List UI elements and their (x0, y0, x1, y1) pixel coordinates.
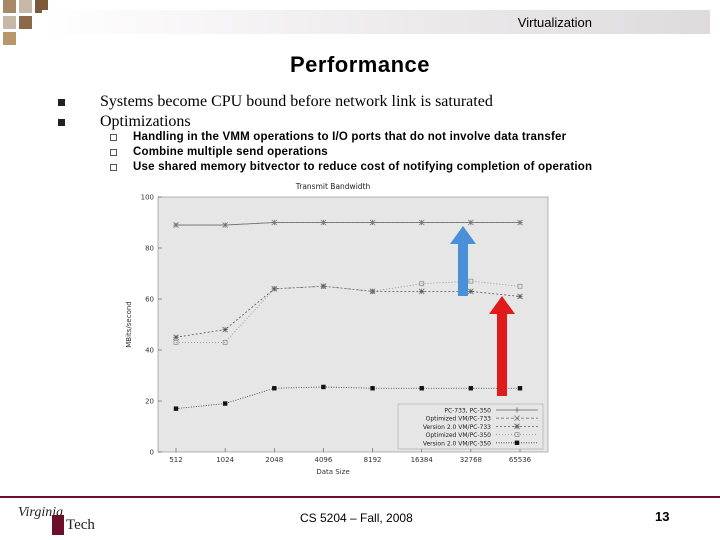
x-tick-label: 8192 (364, 456, 382, 464)
logo-text-tech: Tech (66, 517, 95, 533)
legend-label: Optimized VM/PC-350 (426, 432, 492, 439)
x-tick-label: 65536 (509, 456, 532, 464)
sub-bullet-text: Combine multiple send operations (133, 146, 328, 158)
y-tick-label: 40 (145, 347, 154, 355)
x-tick-label: 1024 (216, 456, 234, 464)
data-point (222, 401, 228, 406)
series-line (175, 285, 521, 338)
data-point (517, 283, 523, 289)
x-tick-label: 2048 (265, 456, 283, 464)
transmit-bandwidth-chart: Transmit Bandwidth 0 20 40 60 80 100 512 1024 204… (125, 182, 549, 476)
decorative-square (19, 16, 32, 29)
data-point (514, 415, 520, 422)
sub-bullet-item: Combine multiple send operations (110, 145, 592, 160)
data-point (370, 386, 375, 391)
data-point (369, 219, 376, 226)
series-line (175, 386, 520, 410)
data-point (272, 386, 277, 391)
data-point (419, 386, 424, 391)
bullet-square-icon (58, 119, 65, 126)
y-tick-label: 100 (141, 194, 154, 202)
data-point (222, 222, 229, 228)
decorative-square (3, 0, 16, 13)
section-title: Virtualization (517, 15, 592, 30)
data-point (468, 288, 474, 295)
bullet-item: Systems become CPU bound before network … (58, 92, 493, 112)
decorative-square (3, 16, 16, 29)
bullet-text: Optimizations (100, 113, 191, 130)
sub-bullet-list: Handling in the VMM operations to I/O po… (110, 130, 592, 175)
data-point (321, 384, 326, 390)
slide-title: Performance (289, 52, 430, 77)
x-tick-label: 32768 (460, 456, 482, 464)
sub-bullet-text: Handling in the VMM operations to I/O po… (133, 131, 567, 143)
data-point (321, 283, 326, 289)
x-tick-label: 16384 (411, 456, 434, 464)
data-point (173, 334, 179, 341)
decorative-square (35, 0, 48, 13)
data-point (514, 432, 520, 437)
data-point (468, 278, 474, 284)
data-point (418, 288, 425, 295)
data-point (514, 423, 520, 430)
data-point (467, 219, 474, 226)
hollow-square-icon (110, 149, 117, 156)
data-point (514, 440, 520, 445)
header-bar (42, 10, 710, 34)
data-point (271, 285, 278, 292)
data-point (514, 407, 520, 413)
data-point (222, 326, 228, 333)
page-number: 13 (655, 509, 670, 524)
data-point (517, 386, 523, 391)
footer-divider (0, 496, 720, 498)
chart-title: Transmit Bandwidth (295, 182, 371, 191)
bullet-list: Systems become CPU bound before network … (58, 92, 493, 132)
data-point (418, 219, 425, 226)
hollow-square-icon (110, 164, 117, 171)
data-point (173, 340, 179, 345)
logo-emblem-icon (52, 515, 64, 535)
data-point (517, 293, 523, 300)
y-axis-label: MBits/second (125, 301, 133, 348)
sub-bullet-item: Handling in the VMM operations to I/O po… (110, 130, 592, 145)
y-tick-label: 0 (150, 449, 154, 457)
data-point (517, 219, 523, 226)
data-point (370, 288, 375, 294)
data-point (222, 340, 228, 345)
y-tick-label: 60 (145, 296, 154, 304)
logo-text-virginia: Virginia (18, 505, 64, 520)
data-point (369, 288, 376, 295)
decorative-square (3, 32, 16, 45)
sub-bullet-text: Use shared memory bitvector to reduce co… (133, 161, 593, 173)
decorative-square (19, 0, 32, 13)
series-line (176, 280, 521, 343)
legend-label: Optimized VM/PC-733 (426, 416, 492, 423)
bullet-item: Optimizations (58, 112, 493, 132)
y-tick-label: 20 (145, 398, 154, 406)
data-point (173, 406, 179, 411)
course-footer: CS 5204 – Fall, 2008 (300, 511, 413, 525)
x-tick-label: 4096 (315, 456, 333, 464)
data-point (468, 386, 474, 391)
legend-label: Version 2.0 VM/PC-733 (423, 424, 491, 431)
legend-label: PC-733, PC-350 (444, 408, 491, 415)
red-up-arrow-icon (489, 296, 515, 396)
sub-bullet-item: Use shared memory bitvector to reduce co… (110, 160, 592, 175)
data-point (320, 219, 327, 226)
data-point (271, 219, 278, 226)
bullet-square-icon (58, 99, 65, 106)
hollow-square-icon (110, 134, 117, 141)
data-point (173, 222, 179, 228)
bullet-text: Systems become CPU bound before network … (100, 93, 493, 110)
x-tick-label: 512 (169, 456, 182, 464)
blue-up-arrow-icon (450, 226, 476, 296)
y-tick-label: 80 (145, 245, 154, 253)
data-point (271, 286, 277, 292)
legend-label: Version 2.0 VM/PC-350 (423, 440, 491, 447)
data-point (419, 281, 425, 287)
series-line (176, 222, 520, 226)
virginia-tech-logo: Virginia Tech (14, 505, 104, 539)
x-axis-label: Data Size (316, 468, 349, 476)
